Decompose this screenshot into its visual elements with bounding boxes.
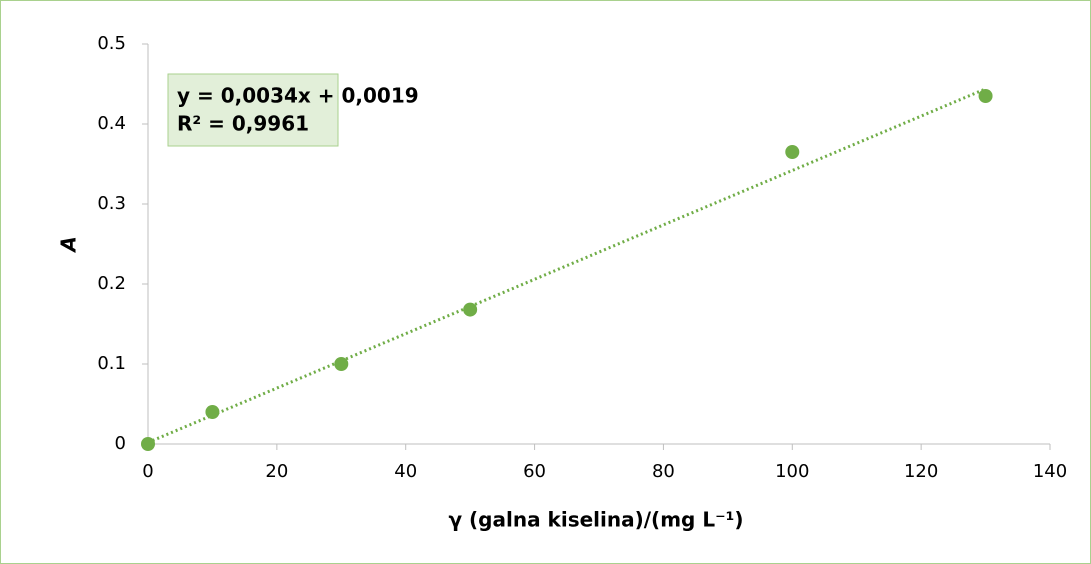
point	[978, 89, 993, 103]
y-tick-label: 0	[115, 433, 126, 454]
y-tick-label: 0.5	[97, 33, 126, 54]
x-tick-label: 40	[394, 461, 417, 482]
x-tick-label: 100	[775, 461, 809, 482]
r-squared: R² = 0,9961	[177, 112, 309, 136]
x-tick-label: 20	[265, 461, 288, 482]
point	[463, 302, 478, 317]
x-tick-label: 0	[142, 461, 153, 482]
point	[205, 405, 220, 419]
y-tick-label: 0.1	[97, 353, 126, 374]
trendline-equation: y = 0,0034x + 0,0019	[177, 84, 419, 108]
y-axis-title: A	[57, 236, 81, 253]
point	[334, 357, 349, 371]
point	[785, 145, 800, 159]
point	[141, 437, 155, 451]
y-tick-label: 0.4	[97, 113, 126, 134]
x-axis-title: γ (galna kiselina)/(mg L⁻¹)	[448, 508, 743, 532]
x-tick-label: 140	[1033, 461, 1067, 482]
x-tick-label: 60	[523, 461, 546, 482]
x-tick-label: 80	[652, 461, 675, 482]
y-tick-label: 0.3	[97, 193, 126, 214]
annotation-box	[167, 73, 339, 147]
x-tick-label: 120	[904, 461, 938, 482]
trendline	[147, 87, 987, 444]
y-tick-label: 0.2	[97, 273, 126, 294]
